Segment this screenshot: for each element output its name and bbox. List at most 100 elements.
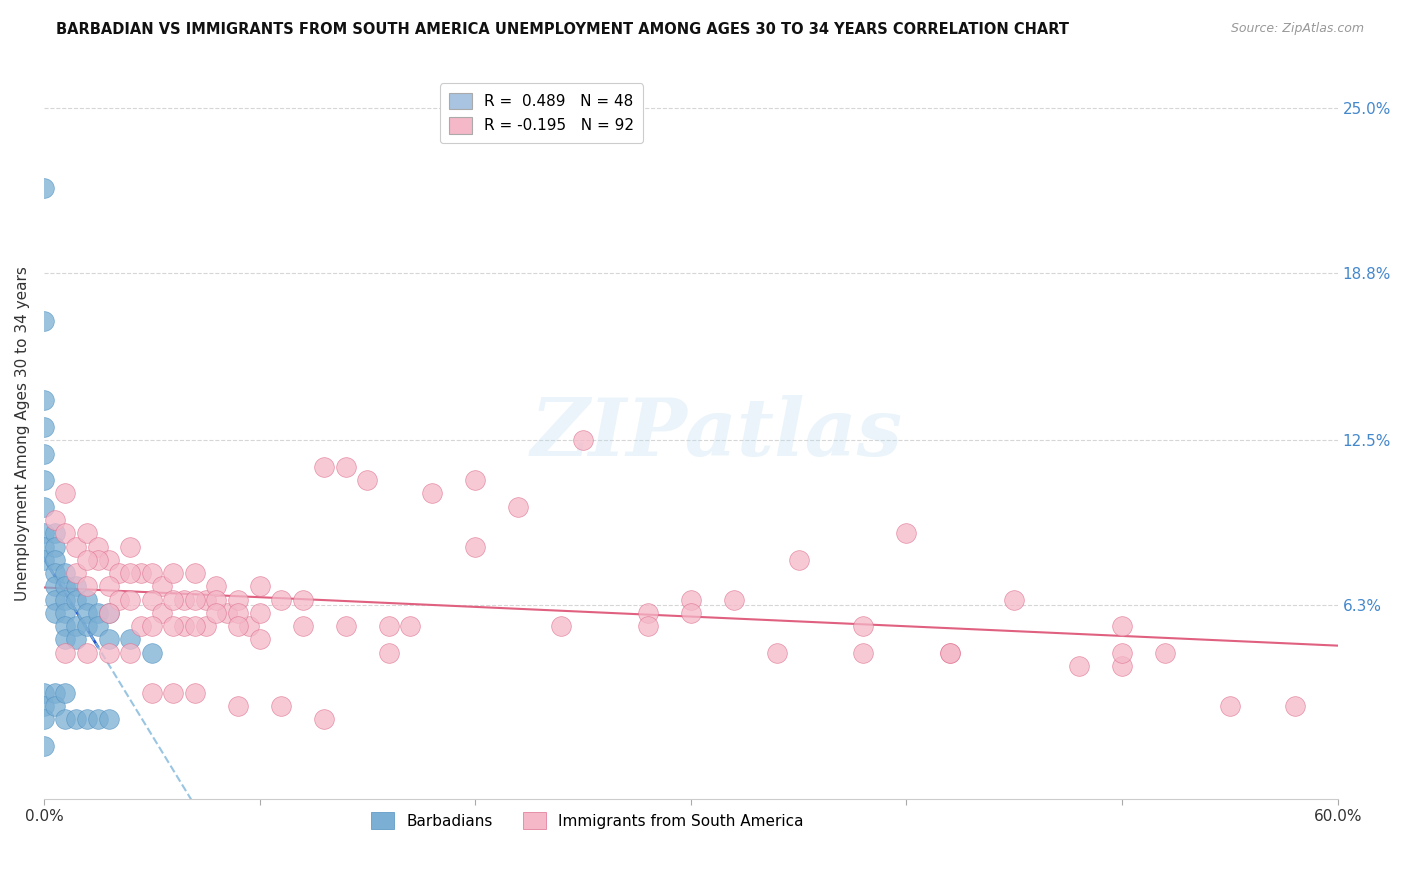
Point xyxy=(787,553,810,567)
Point xyxy=(76,592,98,607)
Point xyxy=(55,619,77,633)
Point xyxy=(120,592,142,607)
Point xyxy=(194,619,217,633)
Point xyxy=(152,606,174,620)
Point xyxy=(420,486,443,500)
Point xyxy=(378,619,401,633)
Point xyxy=(1002,592,1025,607)
Point xyxy=(1111,646,1133,660)
Point xyxy=(76,553,98,567)
Point xyxy=(76,619,98,633)
Point xyxy=(76,526,98,541)
Point xyxy=(679,606,702,620)
Point xyxy=(65,566,87,580)
Point xyxy=(335,459,357,474)
Point xyxy=(65,619,87,633)
Point xyxy=(32,393,55,408)
Point xyxy=(938,646,960,660)
Point xyxy=(97,553,120,567)
Point xyxy=(32,473,55,487)
Point xyxy=(464,540,486,554)
Point xyxy=(129,566,152,580)
Text: Source: ZipAtlas.com: Source: ZipAtlas.com xyxy=(1230,22,1364,36)
Point xyxy=(314,712,336,726)
Point xyxy=(184,566,207,580)
Point xyxy=(55,592,77,607)
Point xyxy=(55,526,77,541)
Point xyxy=(32,540,55,554)
Point xyxy=(162,685,184,699)
Point xyxy=(508,500,530,514)
Point xyxy=(152,579,174,593)
Point xyxy=(32,526,55,541)
Point xyxy=(226,619,249,633)
Point xyxy=(32,739,55,753)
Point xyxy=(291,619,314,633)
Point xyxy=(141,685,163,699)
Point xyxy=(896,526,918,541)
Point xyxy=(572,434,595,448)
Point xyxy=(55,712,77,726)
Point xyxy=(249,606,271,620)
Point xyxy=(32,500,55,514)
Point xyxy=(32,181,55,195)
Point xyxy=(1067,659,1090,673)
Point xyxy=(55,646,77,660)
Point xyxy=(44,579,66,593)
Point xyxy=(378,646,401,660)
Point xyxy=(87,712,110,726)
Point xyxy=(65,540,87,554)
Point xyxy=(356,473,378,487)
Text: BARBADIAN VS IMMIGRANTS FROM SOUTH AMERICA UNEMPLOYMENT AMONG AGES 30 TO 34 YEAR: BARBADIAN VS IMMIGRANTS FROM SOUTH AMERI… xyxy=(56,22,1069,37)
Point xyxy=(97,646,120,660)
Point xyxy=(217,606,239,620)
Point xyxy=(173,619,195,633)
Point xyxy=(249,579,271,593)
Point xyxy=(120,566,142,580)
Point xyxy=(1284,698,1306,713)
Point xyxy=(464,473,486,487)
Point xyxy=(226,698,249,713)
Point xyxy=(291,592,314,607)
Point xyxy=(270,698,292,713)
Point xyxy=(723,592,745,607)
Point xyxy=(120,646,142,660)
Point xyxy=(76,646,98,660)
Point xyxy=(184,619,207,633)
Point xyxy=(65,592,87,607)
Point xyxy=(238,619,260,633)
Text: ZIPatlas: ZIPatlas xyxy=(530,395,903,473)
Point xyxy=(550,619,572,633)
Point xyxy=(852,646,875,660)
Point xyxy=(32,314,55,328)
Point xyxy=(129,619,152,633)
Point xyxy=(1219,698,1241,713)
Point xyxy=(44,526,66,541)
Point xyxy=(87,553,110,567)
Point xyxy=(32,553,55,567)
Point xyxy=(205,606,228,620)
Point xyxy=(44,566,66,580)
Point xyxy=(87,619,110,633)
Point xyxy=(335,619,357,633)
Point xyxy=(32,685,55,699)
Point xyxy=(637,619,659,633)
Point xyxy=(32,698,55,713)
Point xyxy=(97,632,120,647)
Point xyxy=(226,592,249,607)
Point xyxy=(32,712,55,726)
Point xyxy=(44,685,66,699)
Point xyxy=(55,685,77,699)
Point xyxy=(76,606,98,620)
Point xyxy=(65,632,87,647)
Point xyxy=(97,712,120,726)
Point xyxy=(44,592,66,607)
Point xyxy=(44,606,66,620)
Point xyxy=(314,459,336,474)
Point xyxy=(194,592,217,607)
Point xyxy=(65,579,87,593)
Point xyxy=(97,579,120,593)
Point xyxy=(938,646,960,660)
Point xyxy=(97,606,120,620)
Point xyxy=(55,606,77,620)
